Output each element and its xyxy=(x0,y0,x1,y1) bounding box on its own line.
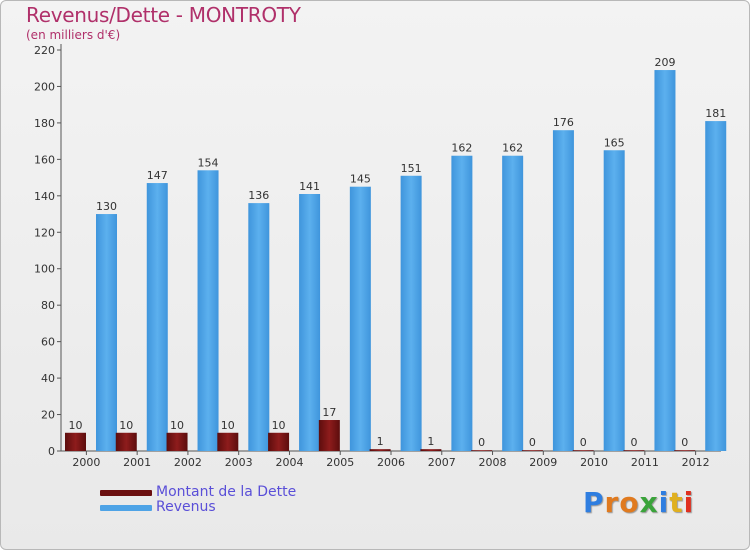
y-tick-label: 160 xyxy=(34,153,55,166)
x-tick-label: 2009 xyxy=(529,456,557,469)
bar-revenus-2004 xyxy=(299,193,321,451)
bar-dette-2004 xyxy=(268,432,290,451)
label-dette-2008: 0 xyxy=(478,436,485,449)
label-dette-2005: 17 xyxy=(322,406,336,419)
x-axis: 2000 2001 2002 2003 2004 2005 2006 2007 2008 2009… xyxy=(61,450,721,469)
bar-revenus-2005 xyxy=(349,186,371,452)
bar-revenus-2012 xyxy=(705,121,727,451)
x-tick-label: 2012 xyxy=(682,456,710,469)
bar-dette-2009 xyxy=(521,450,543,451)
y-tick-label: 100 xyxy=(34,263,55,276)
label-dette-2003: 10 xyxy=(221,419,235,432)
x-tick-label: 2001 xyxy=(123,456,151,469)
bar-revenus-2007 xyxy=(451,155,473,451)
label-revenus-2006: 151 xyxy=(401,162,422,175)
chart-title: Revenus/Dette - MONTROTY xyxy=(26,3,301,27)
bar-dette-2011 xyxy=(623,450,645,451)
bar-revenus-2002 xyxy=(197,170,219,452)
logo-letter: r xyxy=(604,486,620,519)
x-tick-label: 2005 xyxy=(326,456,354,469)
label-revenus-2005: 145 xyxy=(350,173,371,186)
label-revenus-2012: 181 xyxy=(705,107,726,120)
label-dette-2002: 10 xyxy=(170,419,184,432)
label-dette-2000: 10 xyxy=(69,419,83,432)
x-tick-label: 2004 xyxy=(275,456,303,469)
label-dette-2004: 10 xyxy=(272,419,286,432)
chart-subtitle: (en milliers d'€) xyxy=(26,28,121,42)
bar-dette-2005 xyxy=(318,420,340,451)
bar-revenus-2009 xyxy=(552,130,574,451)
label-revenus-2010: 165 xyxy=(604,136,625,149)
bar-dette-2010 xyxy=(572,450,594,451)
logo-letter: t xyxy=(669,486,684,519)
bar-revenus-2003 xyxy=(248,203,270,451)
bar-revenus-2006 xyxy=(400,175,422,451)
label-revenus-2003: 136 xyxy=(248,189,269,202)
logo-letter: i xyxy=(658,486,670,519)
bar-revenus-2001 xyxy=(146,183,168,452)
bar-dette-2012 xyxy=(674,450,696,451)
label-revenus-2009: 176 xyxy=(553,116,574,129)
label-revenus-2000: 130 xyxy=(96,200,117,213)
label-revenus-2001: 147 xyxy=(147,169,168,182)
y-tick-label: 20 xyxy=(41,409,55,422)
x-tick-label: 2000 xyxy=(72,456,100,469)
label-revenus-2002: 154 xyxy=(198,156,219,169)
y-tick-label: 0 xyxy=(48,445,55,458)
x-tick-label: 2008 xyxy=(479,456,507,469)
logo-letter: o xyxy=(619,486,640,519)
label-dette-2001: 10 xyxy=(119,419,133,432)
x-tick-label: 2007 xyxy=(428,456,456,469)
label-dette-2011: 0 xyxy=(630,436,637,449)
x-tick-label: 2011 xyxy=(631,456,659,469)
bar-revenus-2011 xyxy=(654,70,676,452)
logo-letter: x xyxy=(639,486,659,519)
y-tick-label: 180 xyxy=(34,117,55,130)
bar-dette-2006 xyxy=(369,449,391,451)
y-tick-label: 140 xyxy=(34,190,55,203)
legend-label-revenus: Revenus xyxy=(156,499,216,515)
label-dette-2012: 0 xyxy=(681,436,688,449)
label-revenus-2011: 209 xyxy=(654,56,675,69)
label-revenus-2007: 162 xyxy=(451,142,472,155)
label-dette-2009: 0 xyxy=(529,436,536,449)
y-tick-label: 80 xyxy=(41,299,55,312)
y-tick-label: 120 xyxy=(34,226,55,239)
bar-dette-2002 xyxy=(166,432,188,451)
label-dette-2007: 1 xyxy=(427,435,434,448)
bar-revenus-2010 xyxy=(603,150,625,451)
bar-dette-2001 xyxy=(115,432,137,451)
bar-dette-2008 xyxy=(471,450,493,451)
data-labels: 10 130 10 147 10 154 10 136 10 141 17 145 1 151 1 162 0 1… xyxy=(69,56,727,449)
logo-letter: P xyxy=(583,486,605,519)
logo-letter: i xyxy=(683,486,695,519)
x-tick-label: 2010 xyxy=(580,456,608,469)
legend-swatch-revenus xyxy=(100,505,152,511)
y-tick-label: 200 xyxy=(34,80,55,93)
label-revenus-2004: 141 xyxy=(299,180,320,193)
label-dette-2006: 1 xyxy=(377,435,384,448)
bar-revenus-2000 xyxy=(96,214,117,451)
bar-revenus-2008 xyxy=(502,155,524,451)
x-tick-label: 2002 xyxy=(174,456,202,469)
y-axis: 0 20 40 60 80 100 120 140 160 180 200 220 xyxy=(34,44,62,458)
legend-swatch-dette xyxy=(100,490,152,496)
bar-dette-2007 xyxy=(420,449,442,451)
x-tick-label: 2006 xyxy=(377,456,405,469)
y-tick-label: 40 xyxy=(41,372,55,385)
label-revenus-2008: 162 xyxy=(502,142,523,155)
label-dette-2010: 0 xyxy=(580,436,587,449)
y-tick-label: 220 xyxy=(34,44,55,57)
proxiti-logo: Proxiti xyxy=(583,486,694,519)
legend-label-dette: Montant de la Dette xyxy=(156,484,297,500)
y-tick-label: 60 xyxy=(41,336,55,349)
bars xyxy=(65,70,727,452)
x-tick-label: 2003 xyxy=(225,456,253,469)
bar-dette-2003 xyxy=(217,432,239,451)
bar-dette-2000 xyxy=(65,432,86,451)
